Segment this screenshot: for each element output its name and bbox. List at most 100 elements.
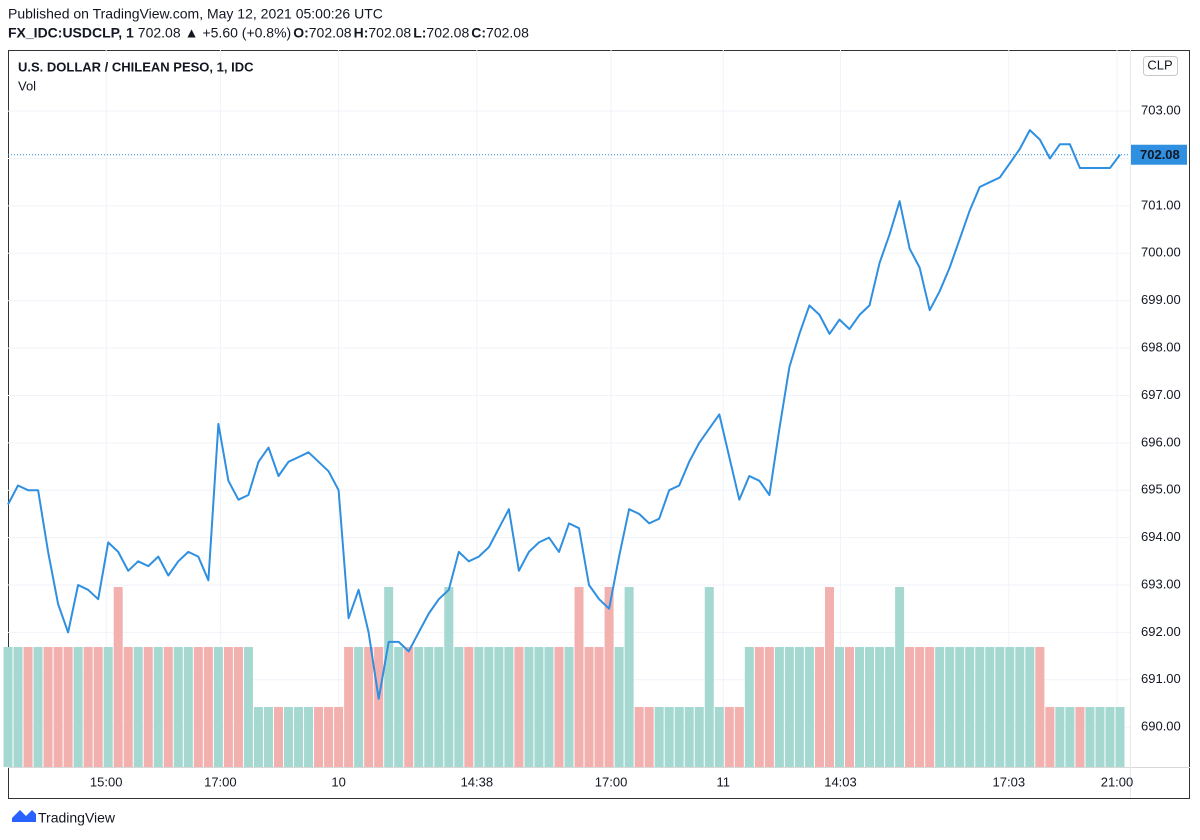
volume-bar — [1075, 707, 1085, 767]
volume-bar — [193, 647, 203, 767]
volume-bar — [374, 647, 384, 767]
volume-bar — [945, 647, 955, 767]
volume-bar — [814, 647, 824, 767]
volume-bar — [253, 707, 263, 767]
header-legend: FX_IDC:USDCLP, 1 702.08 ▲ +5.60 (+0.8%) O: 70… — [8, 25, 529, 41]
volume-bar — [354, 647, 364, 767]
y-tick-label: 700.00 — [1141, 245, 1181, 260]
volume-bar — [384, 587, 394, 767]
volume-bar — [494, 647, 504, 767]
volume-bar — [544, 647, 554, 767]
volume-bar — [63, 647, 73, 767]
volume-bar — [955, 647, 965, 767]
volume-bar — [895, 587, 905, 767]
frame — [8, 50, 1190, 799]
volume-bar — [153, 647, 163, 767]
currency[interactable]: CLP — [1147, 57, 1172, 72]
volume-bar — [1045, 707, 1055, 767]
volume-bar — [1035, 647, 1045, 767]
volume-bar — [744, 647, 754, 767]
volume-bar — [203, 647, 213, 767]
currency-box[interactable] — [1143, 56, 1178, 76]
volume-bar — [294, 707, 304, 767]
y-tick-label: 697.00 — [1141, 387, 1181, 402]
volume-bar — [334, 707, 344, 767]
y-tick-label: 701.00 — [1141, 197, 1181, 212]
x-tick-label: 15:00 — [90, 774, 123, 789]
volume-bar — [163, 647, 173, 767]
volume-bar — [834, 647, 845, 767]
volume-bar — [925, 647, 935, 767]
volume-bar — [304, 707, 314, 767]
volume-bar — [464, 647, 474, 767]
volume-bar — [965, 647, 975, 767]
ohlc-value: 702.08 — [426, 25, 469, 41]
volume-bar — [1085, 707, 1095, 767]
volume-bar — [574, 587, 584, 767]
volume-bar — [504, 647, 514, 767]
volume-bar — [273, 707, 283, 767]
volume-bar — [43, 647, 53, 767]
y-tick-label: 693.00 — [1141, 576, 1181, 591]
volume-bar — [594, 647, 604, 767]
volume-bar — [364, 647, 374, 767]
y-tick-label: 691.00 — [1141, 671, 1181, 686]
volume-bar — [734, 707, 744, 767]
volume-bar — [103, 647, 113, 767]
volume-bar — [1105, 707, 1115, 767]
y-tick-label: 692.00 — [1141, 624, 1181, 639]
volume-bar — [644, 707, 654, 767]
volume-bar — [283, 707, 294, 767]
y-tick-label: 696.00 — [1141, 434, 1181, 449]
volume-bar — [624, 587, 634, 767]
volume-bar — [845, 647, 855, 767]
y-tick-label: 703.00 — [1141, 103, 1181, 118]
volume-bar — [905, 647, 915, 767]
volume-bar — [524, 647, 534, 767]
ohlc-label: O: — [293, 25, 309, 41]
volume-bar — [804, 647, 814, 767]
ohlc-value: 702.08 — [486, 25, 529, 41]
volume-bar — [885, 647, 895, 767]
y-tick-label: 690.00 — [1141, 719, 1181, 734]
volume-bar — [434, 647, 444, 767]
volume-bar — [534, 647, 544, 767]
volume-bar — [1065, 707, 1075, 767]
x-tick-label: 14:38 — [461, 774, 494, 789]
volume-bar — [454, 647, 464, 767]
volume-bar — [73, 647, 83, 767]
volume-bar — [794, 647, 804, 767]
x-tick-label: 17:00 — [595, 774, 628, 789]
volume-bar — [243, 647, 253, 767]
y-tick-label: 694.00 — [1141, 529, 1181, 544]
volume-bar — [83, 647, 93, 767]
x-tick-label: 10 — [331, 774, 345, 789]
volume-bar — [985, 647, 995, 767]
symbol: FX_IDC:USDCLP, 1 — [8, 25, 134, 41]
volume-bar — [995, 647, 1005, 767]
change: +5.60 (+0.8%) — [202, 25, 291, 41]
volume-bar — [634, 707, 644, 767]
x-tick-label: 17:03 — [993, 774, 1026, 789]
volume-bar — [484, 647, 494, 767]
volume-bar — [654, 707, 664, 767]
volume-bar — [554, 647, 564, 767]
volume-bar — [123, 647, 133, 767]
y-tick-label: 698.00 — [1141, 340, 1181, 355]
volume-bar — [1055, 707, 1065, 767]
volume-bar — [33, 647, 43, 767]
volume-bar — [113, 587, 123, 767]
published: Published on TradingView.com, May 12, 20… — [8, 6, 383, 22]
volume-bar — [324, 707, 334, 767]
x-tick-label: 14:03 — [824, 774, 857, 789]
volume-bar — [133, 647, 143, 767]
volume-bar — [514, 647, 524, 767]
volume-bar — [604, 587, 614, 767]
volume-bar — [1015, 647, 1025, 767]
volume-bar — [13, 647, 23, 767]
y-tick-label: 695.00 — [1141, 482, 1181, 497]
volume-bar — [344, 647, 354, 767]
volume-bar — [935, 647, 945, 767]
volume-bar — [714, 707, 724, 767]
